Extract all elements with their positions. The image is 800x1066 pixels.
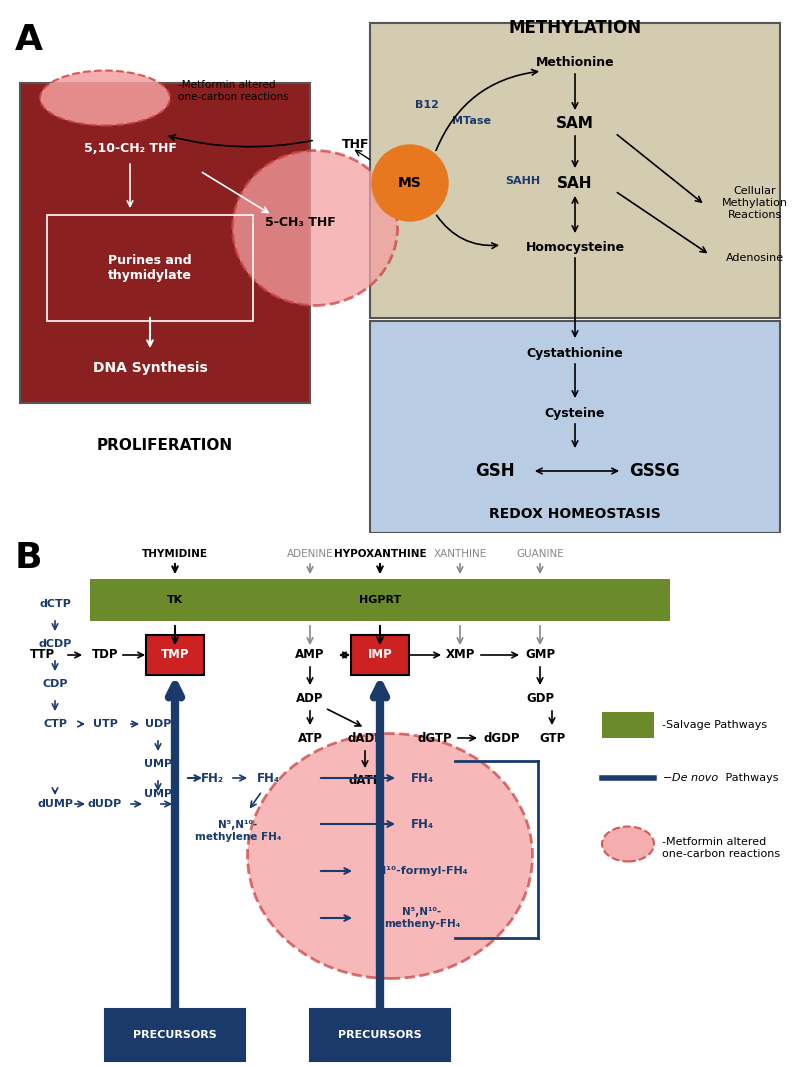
Text: FH₂: FH₂ — [201, 772, 223, 785]
Bar — [602, 712, 654, 738]
Text: SAH: SAH — [558, 176, 593, 191]
Text: N¹⁰-formyl-FH₄: N¹⁰-formyl-FH₄ — [377, 866, 467, 876]
Text: ADENINE: ADENINE — [286, 549, 334, 559]
Text: Pathways: Pathways — [722, 773, 778, 784]
Text: CDP: CDP — [42, 679, 68, 689]
Text: FH₄: FH₄ — [410, 818, 434, 830]
Text: dUMP: dUMP — [37, 800, 73, 809]
Text: FH₄: FH₄ — [257, 772, 279, 785]
FancyBboxPatch shape — [146, 635, 204, 675]
Text: A: A — [15, 23, 43, 56]
Text: dADP: dADP — [347, 731, 383, 744]
Text: SAM: SAM — [556, 115, 594, 130]
FancyBboxPatch shape — [370, 23, 780, 318]
FancyBboxPatch shape — [351, 635, 409, 675]
Text: dATP: dATP — [348, 775, 382, 788]
Ellipse shape — [602, 826, 654, 861]
Text: THYMIDINE: THYMIDINE — [142, 549, 208, 559]
Text: UMP: UMP — [144, 759, 172, 769]
Text: -Salvage Pathways: -Salvage Pathways — [662, 720, 767, 730]
Text: Cystathionine: Cystathionine — [526, 346, 623, 359]
Ellipse shape — [247, 733, 533, 979]
Text: Methionine: Methionine — [536, 56, 614, 69]
Ellipse shape — [233, 150, 398, 306]
Text: FH₄: FH₄ — [410, 772, 434, 785]
Text: HGPRT: HGPRT — [359, 595, 401, 605]
Text: 5-CH₃ THF: 5-CH₃ THF — [265, 216, 335, 229]
Text: GMP: GMP — [525, 648, 555, 662]
Text: Adenosine: Adenosine — [726, 253, 784, 263]
Text: XMP: XMP — [446, 648, 474, 662]
Text: GSSG: GSSG — [630, 462, 680, 480]
Text: TTP: TTP — [30, 648, 54, 662]
Text: CTP: CTP — [43, 718, 67, 729]
Text: XANTHINE: XANTHINE — [434, 549, 486, 559]
Text: TK: TK — [167, 595, 183, 605]
Text: PROLIFERATION: PROLIFERATION — [97, 437, 233, 452]
Text: GUANINE: GUANINE — [516, 549, 564, 559]
Text: UDP: UDP — [145, 718, 171, 729]
Text: dUDP: dUDP — [88, 800, 122, 809]
Text: GSH: GSH — [475, 462, 515, 480]
Text: MTase: MTase — [452, 116, 491, 126]
Text: TDP: TDP — [92, 648, 118, 662]
Text: HYPOXANTHINE: HYPOXANTHINE — [334, 549, 426, 559]
Text: THF: THF — [342, 139, 370, 151]
Text: De novo: De novo — [672, 773, 718, 784]
FancyBboxPatch shape — [310, 1010, 450, 1061]
Text: -Metformin altered
one-carbon reactions: -Metformin altered one-carbon reactions — [662, 837, 780, 859]
Ellipse shape — [40, 70, 170, 126]
Bar — [90, 579, 670, 621]
Text: SAHH: SAHH — [505, 176, 540, 185]
Text: METHYLATION: METHYLATION — [509, 19, 642, 37]
Text: N⁵,N¹⁰-
methylene FH₄: N⁵,N¹⁰- methylene FH₄ — [195, 820, 281, 842]
Text: 5,10-CH₂ THF: 5,10-CH₂ THF — [83, 142, 177, 155]
Text: UTP: UTP — [93, 718, 118, 729]
Text: $-$: $-$ — [662, 773, 674, 784]
Text: Cellular
Methylation
Reactions: Cellular Methylation Reactions — [722, 187, 788, 220]
Text: dCTP: dCTP — [39, 599, 71, 609]
Text: N⁵,N¹⁰-
metheny-FH₄: N⁵,N¹⁰- metheny-FH₄ — [384, 907, 460, 928]
FancyBboxPatch shape — [370, 321, 780, 533]
Text: dGTP: dGTP — [418, 731, 452, 744]
Text: DNA Synthesis: DNA Synthesis — [93, 361, 207, 375]
Text: TMP: TMP — [161, 648, 190, 662]
Text: UMP: UMP — [144, 789, 172, 800]
Text: AMP: AMP — [295, 648, 325, 662]
Text: GTP: GTP — [539, 731, 565, 744]
Text: Purines and
thymidylate: Purines and thymidylate — [108, 254, 192, 282]
FancyBboxPatch shape — [20, 83, 310, 403]
FancyBboxPatch shape — [105, 1010, 245, 1061]
Text: dCDP: dCDP — [38, 639, 72, 649]
Text: Cysteine: Cysteine — [545, 406, 606, 420]
Text: Homocysteine: Homocysteine — [526, 242, 625, 255]
Text: PRECURSORS: PRECURSORS — [338, 1030, 422, 1040]
Text: GDP: GDP — [526, 692, 554, 705]
Text: ATP: ATP — [298, 731, 322, 744]
Circle shape — [372, 145, 448, 221]
Text: PRECURSORS: PRECURSORS — [133, 1030, 217, 1040]
Text: REDOX HOMEOSTASIS: REDOX HOMEOSTASIS — [489, 507, 661, 521]
Text: ADP: ADP — [296, 692, 324, 705]
Text: -Metformin altered
one-carbon reactions: -Metformin altered one-carbon reactions — [178, 80, 289, 102]
Text: IMP: IMP — [368, 648, 392, 662]
Text: dGDP: dGDP — [484, 731, 520, 744]
Text: B: B — [15, 542, 42, 575]
Text: MS: MS — [398, 176, 422, 190]
Text: B12: B12 — [415, 100, 439, 110]
